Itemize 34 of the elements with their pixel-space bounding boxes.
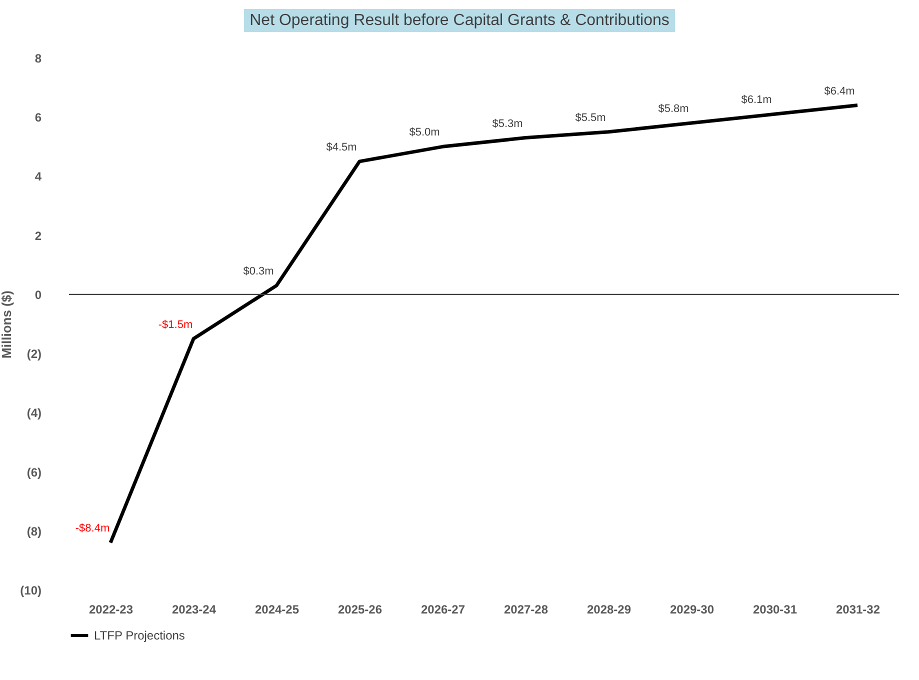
x-tick-label: 2024-25	[254, 602, 300, 616]
y-axis-title: Millions ($)	[0, 290, 14, 358]
x-tick-label: 2026-27	[420, 602, 466, 616]
y-tick-label: 2	[34, 228, 42, 243]
y-tick-label: 4	[34, 170, 42, 184]
x-tick-label: 2028-29	[586, 602, 632, 616]
chart-title: Net Operating Result before Capital Grants & Contributions	[244, 9, 676, 32]
x-tick-label: 2025-26	[338, 602, 382, 616]
y-tick-label: 6	[34, 110, 42, 125]
data-label: $6.4m	[824, 85, 855, 98]
data-label: $0.3m	[243, 266, 274, 278]
data-label: $5.3m	[492, 118, 523, 130]
x-tick-label: 2031-32	[836, 602, 880, 616]
y-tick-label: (6)	[26, 465, 42, 480]
data-label: $5.8m	[658, 103, 689, 116]
data-label: $5.0m	[409, 126, 440, 139]
y-tick-label: 8	[34, 52, 42, 66]
legend-label: LTFP Projections	[94, 628, 185, 642]
data-label: -$1.5m	[158, 318, 193, 331]
x-tick-label: 2022-23	[88, 602, 134, 616]
y-tick-label: (10)	[20, 584, 42, 598]
data-label: $5.5m	[575, 112, 606, 124]
y-tick-label: (2)	[26, 347, 42, 362]
line-series	[108, 104, 860, 544]
y-tick-label: (8)	[26, 524, 42, 538]
data-label: $4.5m	[326, 141, 357, 154]
x-tick-label: 2023-24	[172, 602, 216, 616]
x-tick-label: 2029-30	[670, 602, 714, 616]
x-tick-label: 2030-31	[752, 602, 798, 616]
y-tick-label: (4)	[26, 406, 42, 420]
data-label: $6.1m	[741, 94, 772, 106]
data-label: -$8.4m	[75, 522, 110, 535]
y-tick-label: 0	[34, 288, 42, 302]
x-tick-label: 2027-28	[504, 602, 548, 616]
